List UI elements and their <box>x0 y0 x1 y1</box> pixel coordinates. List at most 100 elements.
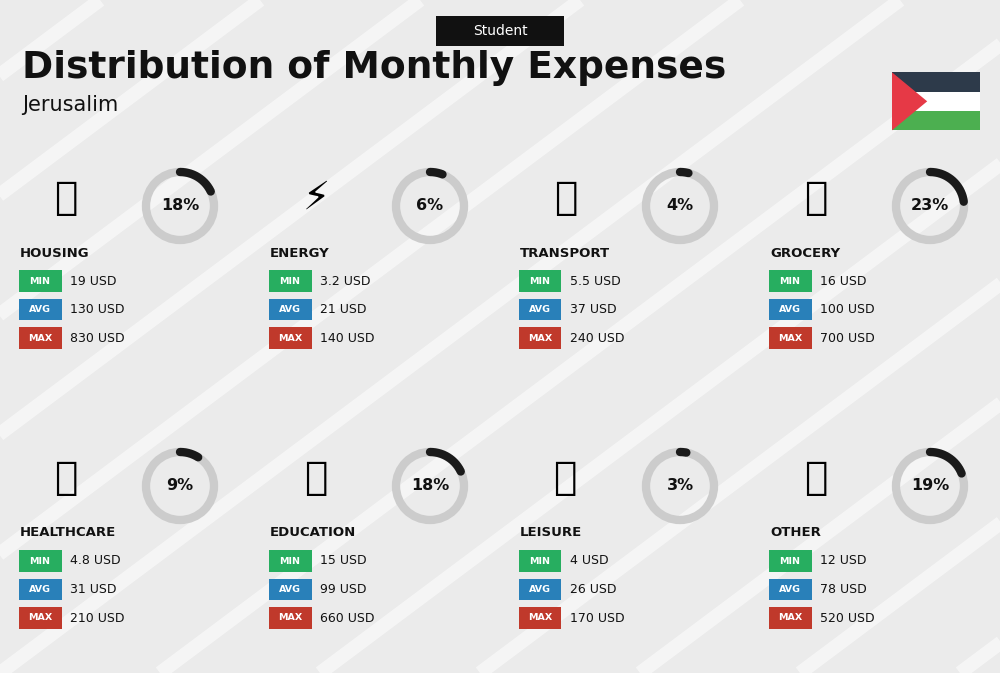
FancyBboxPatch shape <box>892 92 980 111</box>
FancyBboxPatch shape <box>18 551 62 572</box>
Text: 99 USD: 99 USD <box>320 583 366 596</box>
Text: 26 USD: 26 USD <box>570 583 616 596</box>
Text: 660 USD: 660 USD <box>320 612 374 625</box>
Text: 🏢: 🏢 <box>54 179 78 217</box>
FancyBboxPatch shape <box>268 299 312 320</box>
Text: 240 USD: 240 USD <box>570 332 624 345</box>
Text: 💰: 💰 <box>804 459 828 497</box>
Text: 🛒: 🛒 <box>804 179 828 217</box>
Text: 18%: 18% <box>411 479 449 493</box>
Text: MAX: MAX <box>278 334 302 343</box>
Text: MAX: MAX <box>528 334 552 343</box>
FancyBboxPatch shape <box>436 16 564 46</box>
Text: MIN: MIN <box>530 277 550 285</box>
Text: 16 USD: 16 USD <box>820 275 866 287</box>
Text: LEISURE: LEISURE <box>520 526 582 540</box>
FancyBboxPatch shape <box>518 271 561 292</box>
Text: 3%: 3% <box>666 479 694 493</box>
Text: AVG: AVG <box>29 305 51 314</box>
Text: 23%: 23% <box>911 199 949 213</box>
FancyBboxPatch shape <box>768 327 812 349</box>
Text: 19%: 19% <box>911 479 949 493</box>
Text: HOUSING: HOUSING <box>20 246 90 260</box>
Text: MIN: MIN <box>280 557 301 565</box>
Polygon shape <box>892 72 927 131</box>
Text: 830 USD: 830 USD <box>70 332 125 345</box>
FancyBboxPatch shape <box>18 607 62 629</box>
Text: 4.8 USD: 4.8 USD <box>70 555 121 567</box>
Text: 31 USD: 31 USD <box>70 583 116 596</box>
Text: 9%: 9% <box>166 479 194 493</box>
Text: HEALTHCARE: HEALTHCARE <box>20 526 116 540</box>
Text: 170 USD: 170 USD <box>570 612 625 625</box>
FancyBboxPatch shape <box>268 607 312 629</box>
FancyBboxPatch shape <box>518 607 561 629</box>
Text: 💗: 💗 <box>54 459 78 497</box>
Text: MAX: MAX <box>778 614 802 623</box>
Text: MAX: MAX <box>528 614 552 623</box>
Text: 21 USD: 21 USD <box>320 303 366 316</box>
Text: Jerusalim: Jerusalim <box>22 95 118 115</box>
Text: AVG: AVG <box>279 585 301 594</box>
FancyBboxPatch shape <box>768 551 812 572</box>
Text: AVG: AVG <box>779 585 801 594</box>
Text: AVG: AVG <box>529 585 551 594</box>
Text: MIN: MIN <box>30 277 50 285</box>
Text: 520 USD: 520 USD <box>820 612 875 625</box>
Text: 4 USD: 4 USD <box>570 555 609 567</box>
FancyBboxPatch shape <box>892 72 980 92</box>
FancyBboxPatch shape <box>518 551 561 572</box>
Text: OTHER: OTHER <box>770 526 821 540</box>
Text: AVG: AVG <box>529 305 551 314</box>
FancyBboxPatch shape <box>768 299 812 320</box>
Text: MIN: MIN <box>780 557 800 565</box>
Text: MIN: MIN <box>280 277 301 285</box>
Text: 19 USD: 19 USD <box>70 275 116 287</box>
Text: MIN: MIN <box>30 557 50 565</box>
Text: 🎓: 🎓 <box>304 459 328 497</box>
Text: TRANSPORT: TRANSPORT <box>520 246 610 260</box>
Text: 130 USD: 130 USD <box>70 303 124 316</box>
FancyBboxPatch shape <box>268 551 312 572</box>
FancyBboxPatch shape <box>518 327 561 349</box>
Text: 210 USD: 210 USD <box>70 612 124 625</box>
Text: MAX: MAX <box>28 334 52 343</box>
Text: MAX: MAX <box>778 334 802 343</box>
FancyBboxPatch shape <box>768 607 812 629</box>
FancyBboxPatch shape <box>18 579 62 600</box>
FancyBboxPatch shape <box>268 271 312 292</box>
Text: 3.2 USD: 3.2 USD <box>320 275 370 287</box>
Text: Distribution of Monthly Expenses: Distribution of Monthly Expenses <box>22 50 726 86</box>
Text: 18%: 18% <box>161 199 199 213</box>
Text: ENERGY: ENERGY <box>270 246 330 260</box>
FancyBboxPatch shape <box>768 579 812 600</box>
Text: Student: Student <box>473 24 527 38</box>
Text: AVG: AVG <box>279 305 301 314</box>
Text: 5.5 USD: 5.5 USD <box>570 275 621 287</box>
Text: ⚡: ⚡ <box>302 179 330 217</box>
Text: AVG: AVG <box>779 305 801 314</box>
Text: MAX: MAX <box>28 614 52 623</box>
FancyBboxPatch shape <box>18 299 62 320</box>
Text: 15 USD: 15 USD <box>320 555 367 567</box>
FancyBboxPatch shape <box>768 271 812 292</box>
Text: AVG: AVG <box>29 585 51 594</box>
FancyBboxPatch shape <box>18 327 62 349</box>
Text: 🛍️: 🛍️ <box>554 459 578 497</box>
Text: 140 USD: 140 USD <box>320 332 374 345</box>
FancyBboxPatch shape <box>518 299 561 320</box>
FancyBboxPatch shape <box>18 271 62 292</box>
Text: 37 USD: 37 USD <box>570 303 617 316</box>
Text: MIN: MIN <box>780 277 800 285</box>
Text: 4%: 4% <box>666 199 694 213</box>
Text: GROCERY: GROCERY <box>770 246 840 260</box>
Text: 100 USD: 100 USD <box>820 303 875 316</box>
Text: 6%: 6% <box>416 199 444 213</box>
FancyBboxPatch shape <box>268 579 312 600</box>
Text: 78 USD: 78 USD <box>820 583 867 596</box>
FancyBboxPatch shape <box>518 579 561 600</box>
Text: MIN: MIN <box>530 557 550 565</box>
Text: 12 USD: 12 USD <box>820 555 866 567</box>
Text: EDUCATION: EDUCATION <box>270 526 356 540</box>
Text: 700 USD: 700 USD <box>820 332 875 345</box>
